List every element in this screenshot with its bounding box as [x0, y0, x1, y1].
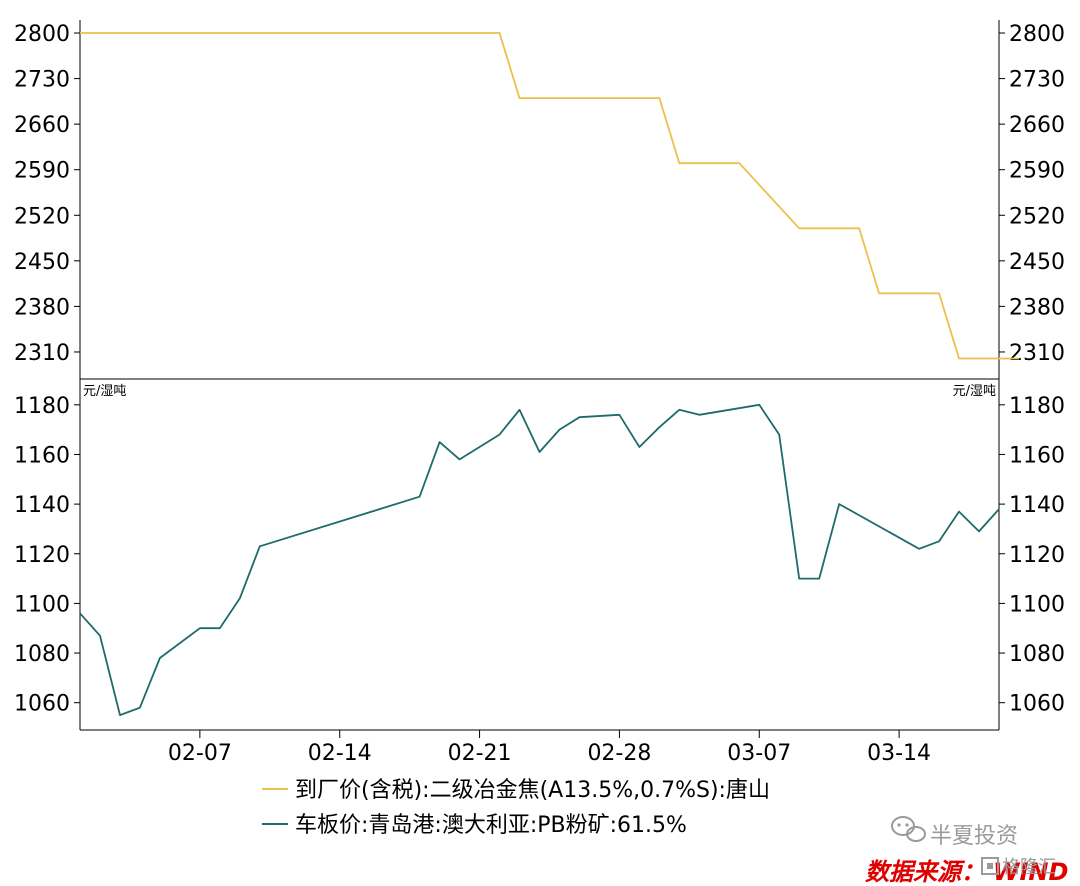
- y-tick-label-left: 2800: [14, 22, 70, 47]
- y-tick-label-right: 1100: [1009, 592, 1065, 617]
- y-tick-label-left: 2730: [14, 68, 70, 93]
- series-line: [80, 32, 1019, 360]
- watermark-text: 半夏投资: [930, 824, 1018, 849]
- y-tick-label-left: 2380: [14, 295, 70, 320]
- y-tick-label-left: 1160: [14, 443, 70, 468]
- y-tick-label-right: 2660: [1009, 113, 1065, 138]
- x-axis: 02-07 02-14 02-21 02-28 03-07 03-14: [168, 730, 931, 766]
- footer: 半夏投资 数据来源： WIND 格隆汇: [865, 816, 1068, 886]
- logo-text: 格隆汇: [1002, 857, 1056, 878]
- y-tick-label-right: 2800: [1009, 22, 1065, 47]
- top-panel: 2310 2310 2380 2380 2450 2450 2520 2520 2590 2590…: [14, 22, 1065, 366]
- x-tick-label: 02-14: [308, 741, 372, 766]
- logo-icon: [981, 857, 999, 875]
- source-name: WIND: [993, 858, 1068, 886]
- unit-label-left: 元/湿吨: [83, 384, 126, 399]
- y-tick-label-right: 1180: [1009, 394, 1065, 419]
- x-tick-label: 03-07: [727, 741, 791, 766]
- y-tick-label-left: 2660: [14, 113, 70, 138]
- y-tick-label-right: 2450: [1009, 250, 1065, 275]
- bottom-panel: 1060 1060 1080 1080 1100 1100 1120 1120 1140 1140…: [14, 384, 1065, 717]
- y-tick-label-left: 1180: [14, 394, 70, 419]
- y-tick-label-right: 2520: [1009, 204, 1065, 229]
- y-tick-label-left: 2450: [14, 250, 70, 275]
- chart-frame: [79, 20, 1000, 731]
- y-tick-label-right: 2380: [1009, 295, 1065, 320]
- y-tick-label-right: 1160: [1009, 443, 1065, 468]
- x-tick-label: 02-07: [168, 741, 232, 766]
- y-tick-label-left: 2590: [14, 159, 70, 184]
- y-tick-label-left: 1100: [14, 592, 70, 617]
- y-tick-label-right: 1080: [1009, 642, 1065, 667]
- y-tick-label-right: 2730: [1009, 68, 1065, 93]
- y-tick-label-right: 1060: [1009, 692, 1065, 717]
- legend-label: 到厂价(含税):二级冶金焦(A13.5%,0.7%S):唐山: [295, 778, 770, 803]
- legend-label: 车板价:青岛港:澳大利亚:PB粉矿:61.5%: [295, 813, 687, 838]
- wechat-icon: [891, 816, 926, 842]
- y-tick-label-left: 1080: [14, 642, 70, 667]
- y-tick-label-left: 1120: [14, 543, 70, 568]
- y-tick-label-right: 1120: [1009, 543, 1065, 568]
- x-tick-label: 03-14: [867, 741, 931, 766]
- y-tick-label-right: 2590: [1009, 159, 1065, 184]
- series-line: [79, 403, 1000, 716]
- x-tick-label: 02-28: [587, 741, 651, 766]
- y-tick-label-right: 1140: [1009, 493, 1065, 518]
- source-label: 数据来源：: [865, 858, 985, 886]
- y-tick-label-left: 2520: [14, 204, 70, 229]
- y-tick-label-left: 1140: [14, 493, 70, 518]
- x-tick-label: 02-21: [448, 741, 512, 766]
- y-tick-label-left: 2310: [14, 341, 70, 366]
- unit-label-right: 元/湿吨: [953, 384, 996, 399]
- y-tick-label-left: 1060: [14, 692, 70, 717]
- y-tick-label-right: 2310: [1009, 341, 1065, 366]
- legend: 到厂价(含税):二级冶金焦(A13.5%,0.7%S):唐山车板价:青岛港:澳大…: [262, 778, 770, 838]
